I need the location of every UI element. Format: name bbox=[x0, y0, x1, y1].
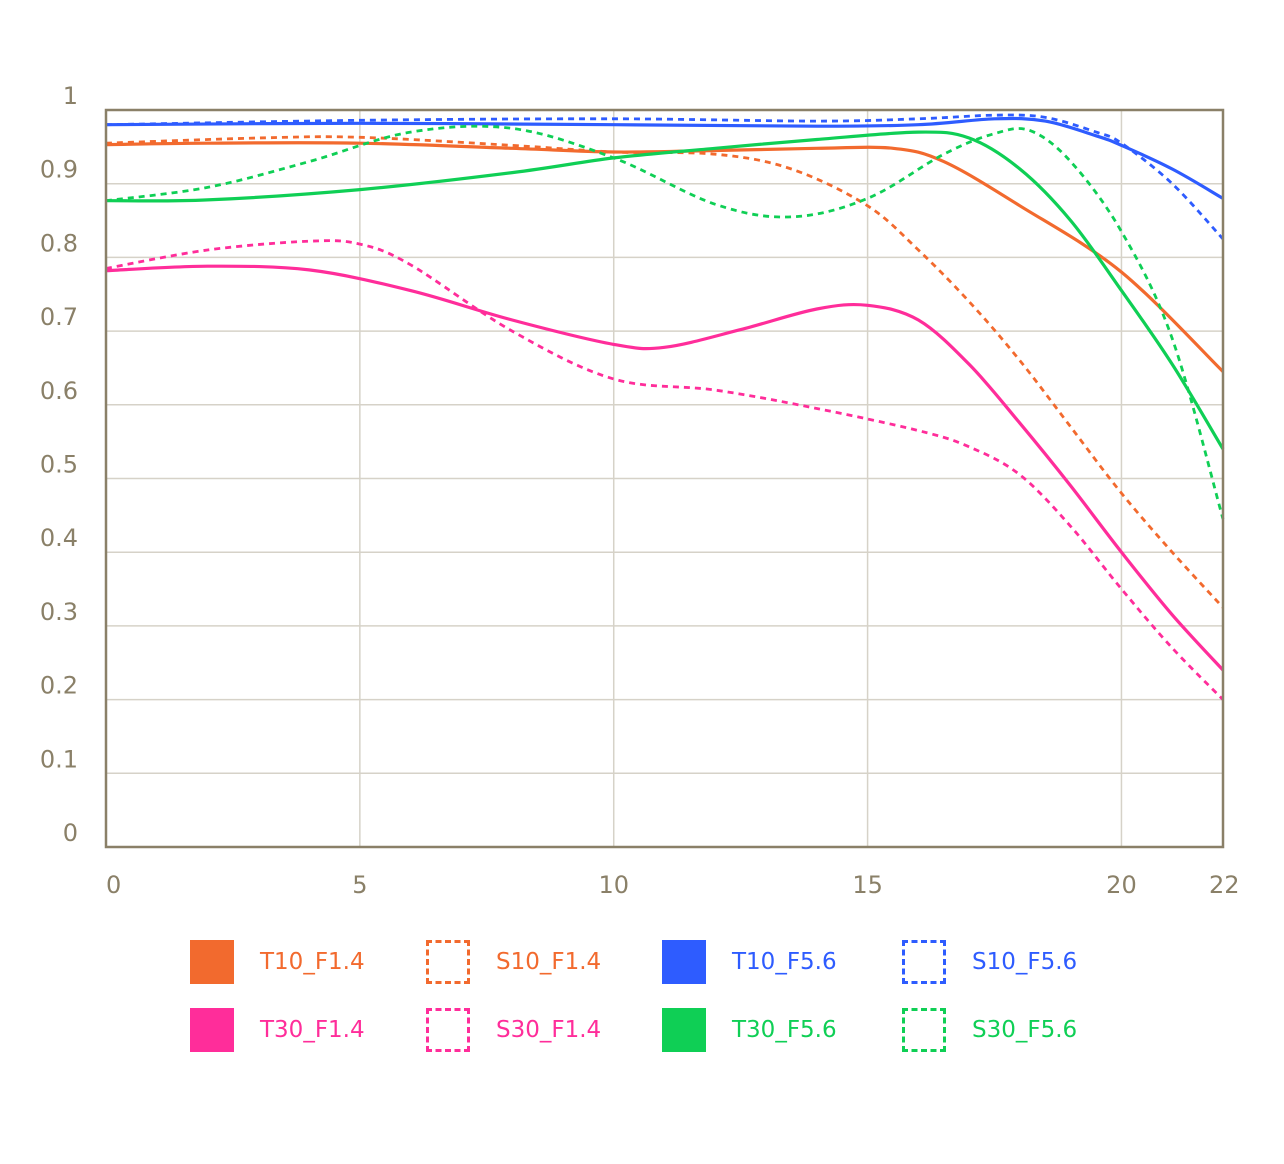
legend-item: S30_F1.4 bbox=[426, 1006, 662, 1054]
legend-swatch bbox=[662, 1008, 706, 1052]
legend-item: T30_F5.6 bbox=[662, 1006, 902, 1054]
legend-swatch bbox=[190, 1008, 234, 1052]
series-line-t30-f1-4 bbox=[105, 264, 1225, 672]
x-tick-label: 5 bbox=[352, 871, 367, 899]
y-tick-label: 0.5 bbox=[40, 451, 78, 479]
legend-item: S30_F5.6 bbox=[902, 1006, 1142, 1054]
series-line-s30-f1-4 bbox=[105, 239, 1224, 701]
y-tick-label: 0.6 bbox=[40, 377, 78, 405]
series-line-s30-f5-6 bbox=[105, 124, 1225, 520]
legend-swatch bbox=[190, 940, 234, 984]
x-tick-label: 20 bbox=[1106, 871, 1137, 899]
legend-item: S10_F5.6 bbox=[902, 938, 1142, 986]
series-line-t10-f5-6 bbox=[105, 116, 1224, 200]
legend-item: T10_F1.4 bbox=[190, 938, 426, 986]
legend-item: T10_F5.6 bbox=[662, 938, 902, 986]
legend-item: T30_F1.4 bbox=[190, 1006, 426, 1054]
y-tick-label: 0.9 bbox=[40, 156, 78, 184]
y-tick-label: 0 bbox=[63, 819, 78, 847]
series-line-t30-f5-6 bbox=[105, 130, 1225, 450]
legend-swatch bbox=[902, 940, 946, 984]
legend-label: T10_F1.4 bbox=[260, 949, 365, 975]
x-tick-label: 15 bbox=[852, 871, 883, 899]
plot-frame bbox=[104, 108, 1225, 849]
legend-label: S30_F5.6 bbox=[972, 1017, 1078, 1043]
y-tick-label: 0.3 bbox=[40, 598, 78, 626]
legend-item: S10_F1.4 bbox=[426, 938, 662, 986]
plot-border bbox=[104, 108, 1225, 849]
tick-labels: 00.10.20.30.40.50.60.70.80.910 5 10 15 20 22 bbox=[40, 82, 1240, 899]
grid-lines bbox=[106, 110, 1223, 847]
legend-label: T10_F5.6 bbox=[732, 949, 837, 975]
y-tick-label: 0.4 bbox=[40, 524, 78, 552]
legend: T10_F1.4 S10_F1.4 T10_F5.6 S10_F5.6 T30_… bbox=[190, 938, 1190, 1054]
legend-label: S10_F1.4 bbox=[496, 949, 602, 975]
y-tick-label: 0.1 bbox=[40, 745, 78, 773]
y-tick-label: 1 bbox=[63, 82, 78, 110]
x-tick-label: 0 bbox=[106, 871, 121, 899]
legend-label: S10_F5.6 bbox=[972, 949, 1078, 975]
x-tick-label: 22 bbox=[1209, 871, 1240, 899]
legend-label: S30_F1.4 bbox=[496, 1017, 602, 1043]
series-line-s10-f1-4 bbox=[105, 135, 1225, 609]
y-tick-label: 0.8 bbox=[40, 229, 78, 257]
legend-swatch bbox=[426, 1008, 470, 1052]
legend-label: T30_F5.6 bbox=[732, 1017, 837, 1043]
legend-label: T30_F1.4 bbox=[260, 1017, 365, 1043]
series-line-s10-f5-6 bbox=[105, 113, 1225, 240]
series-line-t10-f1-4 bbox=[105, 141, 1225, 373]
legend-swatch bbox=[662, 940, 706, 984]
series-lines bbox=[105, 113, 1225, 701]
y-tick-label: 0.2 bbox=[40, 672, 78, 700]
x-tick-label: 10 bbox=[598, 871, 629, 899]
y-tick-label: 0.7 bbox=[40, 303, 78, 331]
legend-swatch bbox=[426, 940, 470, 984]
legend-swatch bbox=[902, 1008, 946, 1052]
